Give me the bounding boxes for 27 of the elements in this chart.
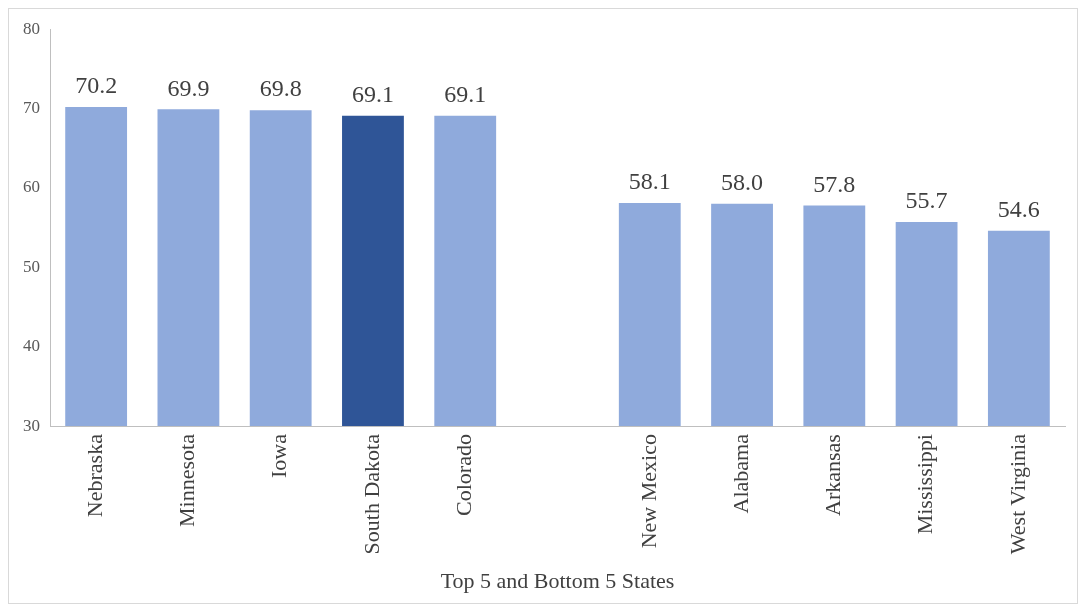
y-tick-label: 40: [23, 336, 40, 356]
x-axis-title: Top 5 and Bottom 5 States: [440, 567, 675, 593]
x-tick-label: Arkansas: [820, 434, 846, 516]
x-tick-label: Alabama: [727, 433, 753, 514]
data-label: 54.6: [997, 196, 1040, 223]
data-label: 57.8: [813, 170, 856, 197]
data-label: 55.7: [905, 187, 948, 214]
x-tick-label: Minnesota: [174, 433, 200, 527]
x-tick-label: South Dakota: [358, 433, 384, 555]
x-tick-label: New Mexico: [635, 434, 661, 549]
data-label: 58.1: [628, 168, 671, 195]
data-label: 58.0: [721, 169, 764, 196]
y-tick-label: 80: [23, 18, 40, 38]
y-tick-label: 30: [23, 415, 40, 435]
data-label: 70.2: [75, 72, 118, 99]
data-label: 69.8: [259, 75, 302, 102]
x-tick-label: Mississippi: [912, 434, 938, 535]
data-label: 69.1: [444, 81, 487, 108]
x-tick-label: Colorado: [451, 434, 477, 516]
x-tick-label: Nebraska: [81, 433, 107, 518]
y-tick-label: 60: [23, 177, 40, 197]
data-label: 69.9: [167, 74, 210, 101]
x-tick-label: Iowa: [266, 433, 292, 479]
y-tick-label: 50: [23, 256, 40, 276]
data-label: 69.1: [351, 81, 394, 108]
y-tick-label: 70: [23, 98, 40, 118]
x-tick-label: West Virginia: [1004, 433, 1030, 555]
